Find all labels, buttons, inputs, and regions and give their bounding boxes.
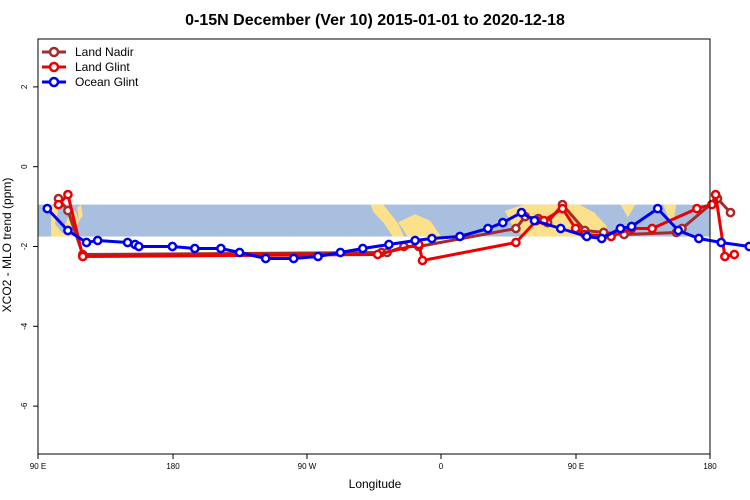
data-point bbox=[372, 249, 383, 260]
legend-item: Ocean Glint bbox=[42, 75, 139, 89]
data-point bbox=[673, 225, 684, 236]
data-point bbox=[555, 223, 566, 234]
y-tick-label: -4 bbox=[20, 322, 29, 330]
data-point bbox=[483, 223, 493, 234]
legend-swatch-marker bbox=[48, 61, 60, 73]
data-point bbox=[42, 203, 53, 214]
data-point bbox=[516, 207, 527, 218]
data-point bbox=[647, 223, 657, 234]
data-point bbox=[288, 253, 299, 264]
x-axis: 90 E 180 90 W 0 90 E 180 bbox=[30, 454, 717, 471]
data-point bbox=[725, 207, 736, 218]
data-point bbox=[427, 233, 437, 244]
data-point bbox=[167, 241, 178, 252]
data-point bbox=[63, 225, 73, 236]
data-point bbox=[720, 251, 730, 262]
legend-swatch-marker bbox=[48, 76, 60, 88]
legend-label: Ocean Glint bbox=[75, 75, 139, 89]
data-point bbox=[384, 239, 394, 250]
data-point bbox=[92, 235, 103, 246]
land-india bbox=[663, 204, 677, 227]
data-point bbox=[417, 255, 428, 266]
data-point bbox=[497, 217, 508, 228]
legend-item: Land Glint bbox=[42, 60, 130, 74]
legend-swatch-marker bbox=[48, 46, 60, 58]
data-point bbox=[216, 243, 226, 254]
data-point bbox=[615, 223, 626, 234]
y-tick-label: -2 bbox=[20, 242, 29, 250]
data-point bbox=[710, 189, 721, 200]
data-point bbox=[189, 243, 200, 254]
data-point bbox=[744, 241, 750, 252]
land-central-america bbox=[370, 204, 404, 237]
data-point bbox=[581, 231, 592, 242]
data-point bbox=[511, 223, 521, 234]
data-point bbox=[557, 203, 568, 214]
data-point bbox=[260, 253, 271, 264]
land-philippines-left bbox=[77, 204, 83, 221]
legend-label: Land Nadir bbox=[75, 45, 134, 59]
data-point bbox=[707, 199, 717, 210]
x-tick-label: 90 E bbox=[30, 462, 46, 471]
data-point bbox=[716, 237, 727, 248]
x-axis-label: Longitude bbox=[349, 477, 402, 491]
x-tick-label: 90 E bbox=[568, 462, 584, 471]
chart-title: 0-15N December (Ver 10) 2015-01-01 to 20… bbox=[185, 12, 565, 29]
land-arabia-tip bbox=[620, 204, 636, 218]
land-south-america bbox=[398, 214, 442, 237]
data-point bbox=[313, 251, 323, 262]
data-point bbox=[133, 241, 144, 252]
data-point bbox=[652, 203, 663, 214]
data-point bbox=[729, 249, 740, 260]
data-point bbox=[63, 189, 73, 200]
data-point bbox=[357, 243, 368, 254]
data-point bbox=[53, 199, 64, 210]
legend-label: Land Glint bbox=[75, 60, 130, 74]
data-point bbox=[122, 237, 133, 248]
y-tick-label: -6 bbox=[20, 402, 29, 410]
y-axis-label: XCO2 - MLO trend (ppm) bbox=[0, 178, 14, 313]
x-tick-label: 180 bbox=[703, 462, 717, 471]
data-point bbox=[529, 215, 540, 226]
data-point bbox=[234, 247, 245, 258]
series-ocean-glint bbox=[42, 203, 750, 264]
data-point bbox=[693, 233, 704, 244]
data-point bbox=[81, 237, 92, 248]
y-tick-label: 0 bbox=[20, 164, 29, 169]
data-point bbox=[335, 247, 346, 258]
y-axis: 2 0 -2 -4 -6 bbox=[20, 84, 38, 410]
data-point bbox=[626, 221, 637, 232]
legend-item: Land Nadir bbox=[42, 45, 134, 59]
y-tick-label: 2 bbox=[20, 84, 29, 89]
x-tick-label: 180 bbox=[166, 462, 180, 471]
data-point bbox=[410, 235, 420, 246]
x-tick-label: 0 bbox=[439, 462, 444, 471]
data-point bbox=[596, 233, 607, 244]
data-point bbox=[77, 251, 88, 262]
x-tick-label: 90 W bbox=[298, 462, 317, 471]
data-point bbox=[455, 231, 465, 242]
data-point bbox=[692, 203, 702, 214]
plot-area bbox=[37, 38, 750, 455]
data-point bbox=[511, 237, 521, 248]
